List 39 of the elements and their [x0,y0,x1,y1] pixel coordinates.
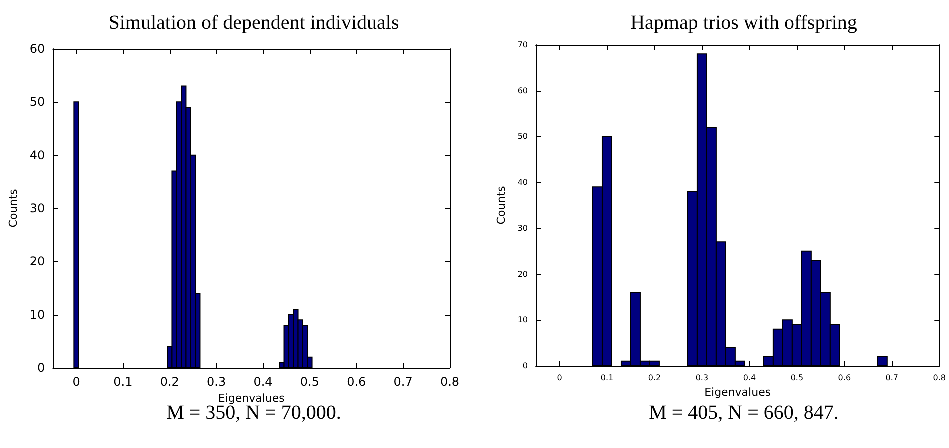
x-tick-label: 0 [557,374,562,382]
y-tick-label: 0 [522,362,528,370]
x-tick-label: 0.5 [300,375,320,389]
y-tick-label: 10 [30,308,46,322]
y-tick-label: 40 [30,148,46,162]
y-tick-label: 60 [518,86,528,96]
y-tick-label: 60 [30,42,46,56]
x-tick-label: 0.6 [347,375,366,389]
y-axis-title: Counts [7,189,20,228]
y-tick-label: 20 [30,254,46,269]
y-tick-label: 70 [518,40,528,50]
y-tick-label: 10 [518,316,528,325]
x-tick-label: 0.7 [394,375,413,389]
chart-title: Hapmap trios with offspring [630,12,858,34]
y-tick-label: 50 [30,95,46,110]
x-tick-label: 0.5 [790,374,804,382]
x-tick-label: 0.1 [114,375,133,389]
y-tick-label: 40 [518,178,528,188]
y-tick-label: 30 [518,224,528,233]
x-tick-label: 0.4 [254,375,273,389]
y-tick-label: 50 [518,132,528,142]
y-tick-label: 20 [518,270,528,279]
x-tick-label: 0.7 [886,374,899,382]
x-tick-label: 0.3 [207,375,226,389]
x-tick-label: 0.4 [743,374,756,382]
x-axis-title: Eigenvalues [704,386,772,399]
y-axis-title: Counts [494,186,508,225]
x-tick-label: 0.2 [648,374,662,382]
x-tick-label: 0.1 [600,374,614,382]
chart-title: Simulation of dependent individuals [108,12,400,34]
x-axis-title: Eigenvalues [218,392,286,405]
x-tick-label: 0.2 [160,375,180,389]
text: M = 405, N = 660, 847. [649,402,839,424]
y-tick-label: 30 [30,202,46,216]
x-tick-label: 0.8 [440,375,460,389]
x-tick-label: 0.3 [696,374,709,382]
x-tick-label: 0.6 [838,374,852,382]
x-tick-label: 0.8 [933,374,946,382]
x-tick-label: 0 [72,375,80,389]
